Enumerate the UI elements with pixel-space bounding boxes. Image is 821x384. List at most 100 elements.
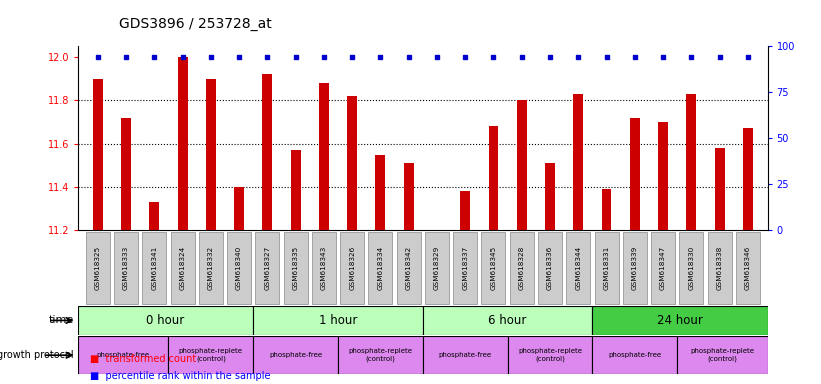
Text: growth protocol: growth protocol xyxy=(0,350,74,360)
Bar xyxy=(630,118,640,230)
Text: GDS3896 / 253728_at: GDS3896 / 253728_at xyxy=(119,17,272,31)
FancyBboxPatch shape xyxy=(651,232,675,304)
FancyBboxPatch shape xyxy=(623,232,647,304)
Text: GSM618333: GSM618333 xyxy=(123,246,129,290)
Bar xyxy=(602,189,612,230)
Bar xyxy=(545,163,555,230)
Text: ■  percentile rank within the sample: ■ percentile rank within the sample xyxy=(90,371,271,381)
Text: GSM618338: GSM618338 xyxy=(717,246,722,290)
Text: GSM618331: GSM618331 xyxy=(603,246,609,290)
FancyBboxPatch shape xyxy=(142,232,167,304)
Text: GSM618327: GSM618327 xyxy=(264,246,270,290)
FancyBboxPatch shape xyxy=(255,232,279,304)
Text: GSM618346: GSM618346 xyxy=(745,246,751,290)
Text: GSM618337: GSM618337 xyxy=(462,246,468,290)
Text: GSM618334: GSM618334 xyxy=(378,246,383,290)
Bar xyxy=(658,122,668,230)
FancyBboxPatch shape xyxy=(199,232,222,304)
Text: time: time xyxy=(48,315,74,326)
Bar xyxy=(168,336,253,374)
Text: GSM618341: GSM618341 xyxy=(151,246,158,290)
Text: GSM618342: GSM618342 xyxy=(406,246,411,290)
Bar xyxy=(338,336,423,374)
Bar xyxy=(177,57,187,230)
Bar xyxy=(291,150,300,230)
Bar xyxy=(93,79,103,230)
FancyBboxPatch shape xyxy=(114,232,138,304)
Bar xyxy=(263,74,273,230)
Text: 6 hour: 6 hour xyxy=(488,314,527,327)
Bar xyxy=(149,202,159,230)
FancyBboxPatch shape xyxy=(566,232,590,304)
Text: GSM618328: GSM618328 xyxy=(519,246,525,290)
FancyBboxPatch shape xyxy=(538,232,562,304)
Text: GSM618344: GSM618344 xyxy=(576,246,581,290)
Bar xyxy=(488,126,498,230)
Bar xyxy=(78,306,253,335)
Text: GSM618329: GSM618329 xyxy=(434,246,440,290)
Text: GSM618330: GSM618330 xyxy=(688,246,695,290)
FancyBboxPatch shape xyxy=(340,232,365,304)
Bar xyxy=(743,129,753,230)
Bar xyxy=(714,148,725,230)
Text: GSM618324: GSM618324 xyxy=(180,246,186,290)
Bar xyxy=(593,336,677,374)
FancyBboxPatch shape xyxy=(481,232,506,304)
Text: ■  transformed count: ■ transformed count xyxy=(90,354,196,364)
Text: phosphate-replete
(control): phosphate-replete (control) xyxy=(690,348,754,362)
FancyBboxPatch shape xyxy=(594,232,618,304)
Text: GSM618343: GSM618343 xyxy=(321,246,327,290)
Bar xyxy=(122,118,131,230)
FancyBboxPatch shape xyxy=(510,232,534,304)
Text: GSM618345: GSM618345 xyxy=(490,246,497,290)
Text: GSM618336: GSM618336 xyxy=(547,246,553,290)
Bar xyxy=(573,94,583,230)
Text: GSM618347: GSM618347 xyxy=(660,246,666,290)
Text: phosphate-free: phosphate-free xyxy=(97,352,149,358)
Bar xyxy=(423,306,593,335)
FancyBboxPatch shape xyxy=(397,232,420,304)
FancyBboxPatch shape xyxy=(369,232,392,304)
Bar xyxy=(516,100,527,230)
Text: phosphate-replete
(control): phosphate-replete (control) xyxy=(348,348,412,362)
Bar xyxy=(375,154,385,230)
FancyBboxPatch shape xyxy=(708,232,732,304)
Bar xyxy=(461,191,470,230)
Bar xyxy=(677,336,768,374)
Text: GSM618335: GSM618335 xyxy=(292,246,299,290)
Bar xyxy=(686,94,696,230)
Bar xyxy=(206,79,216,230)
Bar xyxy=(234,187,244,230)
FancyBboxPatch shape xyxy=(736,232,760,304)
FancyBboxPatch shape xyxy=(227,232,251,304)
Bar xyxy=(78,336,168,374)
Text: GSM618332: GSM618332 xyxy=(208,246,213,290)
Bar xyxy=(507,336,593,374)
Bar xyxy=(404,163,414,230)
Text: 24 hour: 24 hour xyxy=(657,314,703,327)
FancyBboxPatch shape xyxy=(679,232,704,304)
Bar xyxy=(253,336,338,374)
FancyBboxPatch shape xyxy=(85,232,110,304)
FancyBboxPatch shape xyxy=(453,232,477,304)
FancyBboxPatch shape xyxy=(312,232,336,304)
Text: 1 hour: 1 hour xyxy=(319,314,357,327)
Bar xyxy=(593,306,768,335)
Text: GSM618340: GSM618340 xyxy=(236,246,242,290)
Text: GSM618326: GSM618326 xyxy=(349,246,355,290)
Bar xyxy=(423,336,507,374)
FancyBboxPatch shape xyxy=(283,232,308,304)
Text: 0 hour: 0 hour xyxy=(146,314,185,327)
Bar xyxy=(319,83,329,230)
Text: phosphate-replete
(control): phosphate-replete (control) xyxy=(179,348,243,362)
Text: phosphate-free: phosphate-free xyxy=(269,352,322,358)
Text: phosphate-free: phosphate-free xyxy=(608,352,662,358)
Text: phosphate-free: phosphate-free xyxy=(438,352,492,358)
Text: phosphate-replete
(control): phosphate-replete (control) xyxy=(518,348,582,362)
Text: GSM618339: GSM618339 xyxy=(632,246,638,290)
Bar xyxy=(253,306,423,335)
FancyBboxPatch shape xyxy=(171,232,195,304)
Text: GSM618325: GSM618325 xyxy=(94,246,101,290)
FancyBboxPatch shape xyxy=(425,232,449,304)
Bar xyxy=(347,96,357,230)
